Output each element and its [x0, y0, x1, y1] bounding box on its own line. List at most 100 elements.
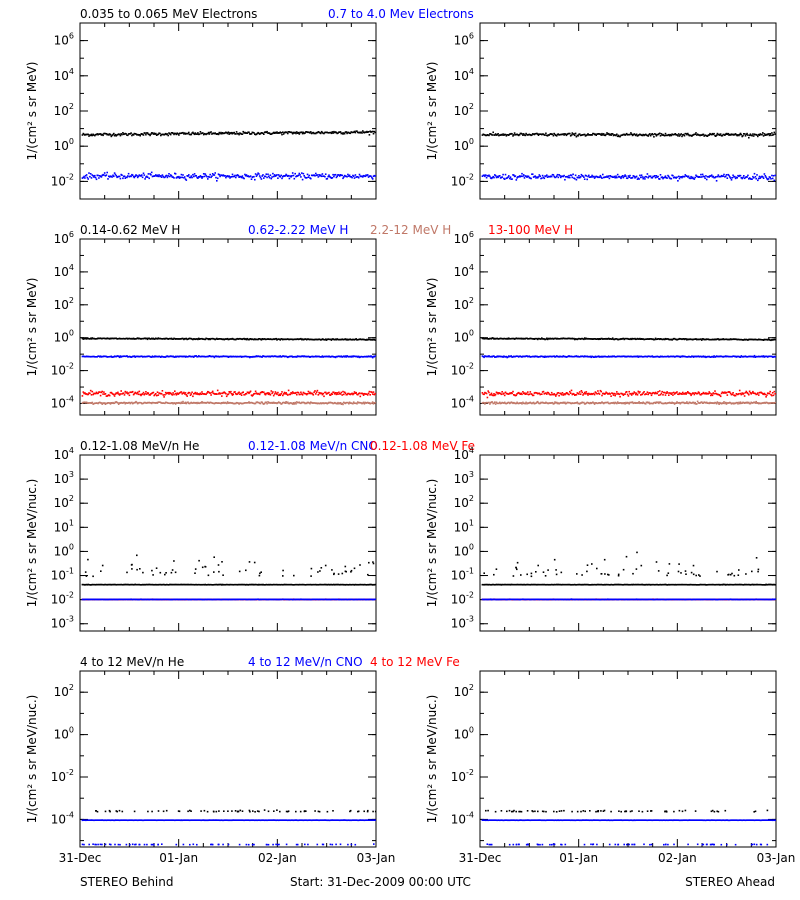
data-point: [326, 177, 329, 180]
data-point: [595, 134, 597, 136]
data-point: [632, 355, 635, 358]
data-point: [512, 135, 514, 137]
data-point: [582, 401, 584, 404]
data-point: [297, 131, 300, 134]
data-point: [232, 132, 235, 134]
data-point: [524, 402, 527, 405]
data-point: [102, 393, 104, 395]
data-point: [613, 355, 616, 357]
data-point: [209, 392, 211, 394]
data-point: [749, 338, 752, 341]
data-point: [235, 131, 238, 133]
data-point: [557, 176, 560, 179]
data-point: [219, 393, 221, 395]
data-point: [503, 178, 506, 180]
data-point: [533, 402, 536, 405]
data-point: [301, 132, 304, 135]
data-point: [348, 355, 351, 358]
data-point: [738, 393, 740, 395]
data-point: [517, 402, 519, 405]
data-point: [768, 176, 771, 178]
data-point: [583, 133, 585, 136]
data-point: [740, 133, 743, 136]
data-point: [597, 390, 599, 392]
data-point: [488, 174, 490, 177]
data-point: [135, 174, 137, 176]
data-point: [486, 396, 489, 399]
data-point: [268, 355, 271, 358]
data-point: [568, 174, 570, 177]
data-point: [82, 176, 85, 179]
data-point: [273, 393, 276, 395]
data-point: [643, 391, 645, 393]
data-point: [768, 392, 771, 395]
data-point: [169, 355, 171, 358]
data-point: [326, 392, 329, 395]
data-point: [294, 131, 296, 134]
data-point: [84, 571, 87, 573]
data-point: [368, 134, 371, 136]
data-point: [91, 337, 94, 339]
data-point: [634, 392, 636, 394]
data-point: [145, 583, 147, 586]
data-point: [188, 174, 190, 176]
data-point: [645, 338, 648, 340]
data-point: [738, 389, 741, 392]
data-point: [151, 392, 154, 394]
data-point: [202, 173, 205, 175]
data-point: [686, 356, 688, 358]
data-point: [271, 355, 273, 357]
data-point: [178, 392, 181, 394]
data-point: [188, 355, 191, 357]
data-point: [84, 392, 86, 394]
data-point: [84, 583, 87, 586]
data-point: [371, 393, 374, 395]
data-point: [165, 392, 168, 395]
data-point: [158, 583, 160, 586]
data-point: [337, 573, 340, 575]
data-point: [545, 356, 547, 358]
data-point: [218, 174, 221, 176]
data-point: [769, 390, 771, 393]
data-point: [639, 337, 641, 340]
data-point: [659, 135, 662, 137]
data-point: [113, 172, 116, 174]
data-point: [726, 133, 729, 136]
data-point: [585, 175, 588, 177]
data-point: [165, 572, 167, 574]
data-point: [122, 392, 124, 395]
data-point: [657, 391, 659, 393]
data-point: [169, 133, 172, 136]
data-point: [89, 389, 92, 392]
data-point: [644, 338, 646, 341]
data-point: [611, 392, 614, 395]
data-point: [647, 135, 649, 137]
data-point: [611, 175, 613, 178]
data-point: [541, 401, 544, 404]
data-point: [583, 176, 585, 178]
data-point: [719, 401, 721, 404]
data-point: [641, 402, 644, 405]
data-point: [315, 172, 317, 175]
data-point: [700, 394, 702, 396]
data-point: [743, 392, 745, 395]
data-point: [707, 393, 710, 395]
data-point: [621, 175, 623, 178]
data-point: [126, 355, 128, 357]
data-point: [628, 176, 630, 178]
data-point: [582, 394, 584, 396]
data-point: [665, 392, 668, 394]
data-point: [679, 338, 682, 340]
data-point: [710, 174, 713, 176]
data-point: [221, 395, 223, 397]
data-point: [363, 175, 366, 177]
data-point: [545, 132, 547, 135]
data-point: [371, 178, 374, 180]
data-point: [89, 392, 91, 395]
data-point: [208, 176, 211, 178]
data-point: [126, 391, 128, 393]
data-point: [178, 355, 181, 358]
data-point: [366, 339, 369, 341]
data-point: [517, 134, 520, 137]
